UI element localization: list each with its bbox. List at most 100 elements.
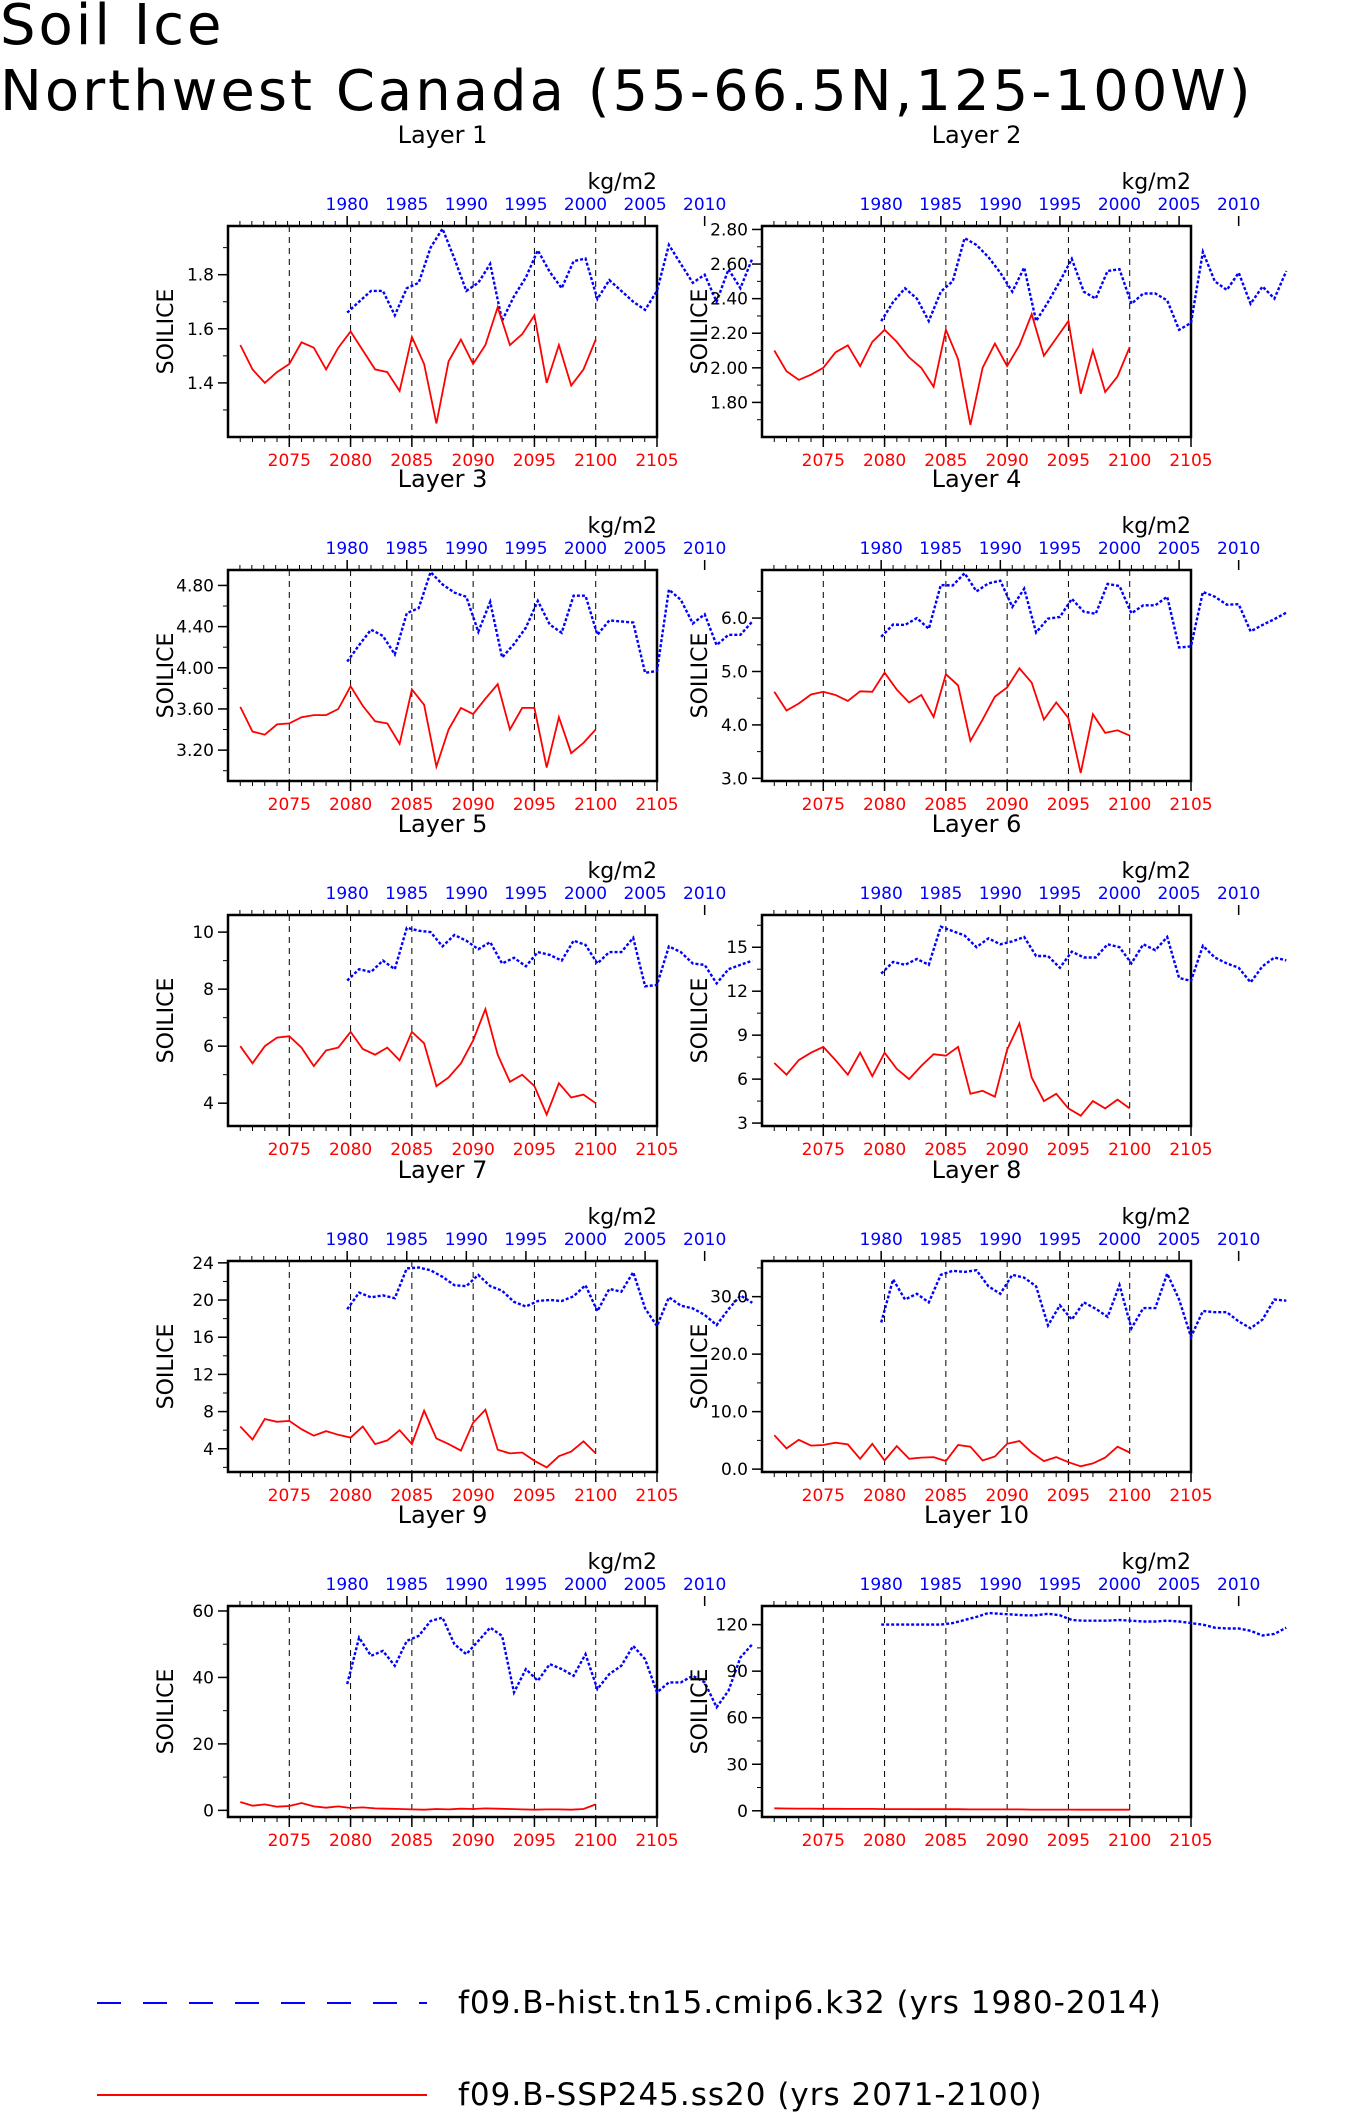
x-bottom-tick-label: 2085 <box>924 1140 967 1160</box>
x-top-tick-label: 1985 <box>385 195 428 215</box>
x-bottom-tick-label: 2085 <box>924 451 967 471</box>
x-top-tick-label: 1990 <box>445 539 488 559</box>
y-tick-label: 0.0 <box>721 1460 748 1480</box>
x-top-tick-label: 1985 <box>385 1230 428 1250</box>
series-line-hist <box>880 236 1288 332</box>
panel-title: Layer 10 <box>924 1501 1029 1529</box>
x-top-tick-label: 2005 <box>1157 539 1200 559</box>
x-bottom-tick-label: 2090 <box>452 795 495 815</box>
panel-layer-10: Layer 10 kg/m2 SOILICE 1980 1985 1990 1995 2000… <box>688 1501 1287 1851</box>
panel-title: Layer 7 <box>398 1156 488 1184</box>
x-bottom-tick-label: 2100 <box>574 1486 617 1506</box>
y-tick-label: 6 <box>203 1037 214 1057</box>
x-top-tick-label: 1980 <box>326 539 369 559</box>
x-top-tick-label: 2005 <box>1157 1575 1200 1595</box>
x-top-tick-label: 2005 <box>623 884 666 904</box>
x-bottom-tick-label: 2085 <box>924 1486 967 1506</box>
x-top-tick-label: 1990 <box>979 884 1022 904</box>
x-top-tick-label: 2010 <box>1217 1230 1260 1250</box>
x-bottom-tick-label: 2105 <box>635 1486 678 1506</box>
series-line-ssp <box>239 1006 597 1117</box>
x-bottom-tick-label: 2075 <box>268 1831 311 1851</box>
x-bottom-tick-label: 2105 <box>1169 451 1212 471</box>
plot-frame <box>760 1259 1193 1474</box>
y-tick-label: 8 <box>203 1403 214 1423</box>
x-top-tick-label: 1990 <box>445 195 488 215</box>
y-tick-label: 8 <box>203 980 214 1000</box>
x-top-tick-label: 1995 <box>1038 884 1081 904</box>
x-top-tick-label: 2010 <box>683 1230 726 1250</box>
x-bottom-tick-label: 2105 <box>1169 1486 1212 1506</box>
y-tick-label: 15 <box>726 938 748 958</box>
y-tick-label: 4.80 <box>176 576 214 596</box>
x-top-tick-label: 1990 <box>979 195 1022 215</box>
panel-layer-6: Layer 6 kg/m2 SOILICE 1980 1985 1990 1995 2000 2… <box>688 810 1287 1160</box>
y-axis-label: SOILICE <box>688 978 713 1064</box>
y-tick-label: 4.00 <box>176 659 214 679</box>
x-top-tick-label: 1995 <box>504 884 547 904</box>
x-bottom-tick-label: 2095 <box>513 1831 556 1851</box>
panel-layer-8: Layer 8 kg/m2 SOILICE 1980 1985 1990 1995 2000 2… <box>688 1156 1287 1506</box>
panel-title: Layer 8 <box>932 1156 1022 1184</box>
x-bottom-tick-label: 2095 <box>1047 1831 1090 1851</box>
y-tick-label: 4.0 <box>721 716 748 736</box>
x-bottom-tick-label: 2095 <box>1047 795 1090 815</box>
series-line-ssp <box>773 1434 1131 1468</box>
x-top-tick-label: 1980 <box>860 1575 903 1595</box>
x-top-tick-label: 2010 <box>1217 195 1260 215</box>
x-bottom-tick-label: 2075 <box>802 1831 845 1851</box>
units-label: kg/m2 <box>1121 859 1191 884</box>
y-axis-label: SOILICE <box>688 1324 713 1410</box>
x-bottom-tick-label: 2085 <box>390 1140 433 1160</box>
x-bottom-tick-label: 2090 <box>452 1486 495 1506</box>
x-top-tick-label: 2005 <box>623 1575 666 1595</box>
x-top-tick-label: 1985 <box>385 1575 428 1595</box>
x-top-tick-label: 1980 <box>860 195 903 215</box>
y-tick-label: 60 <box>726 1709 748 1729</box>
x-bottom-tick-label: 2085 <box>390 451 433 471</box>
x-bottom-tick-label: 2100 <box>1108 1486 1151 1506</box>
y-tick-label: 40 <box>192 1668 214 1688</box>
units-label: kg/m2 <box>1121 1550 1191 1575</box>
y-tick-label: 24 <box>192 1254 214 1274</box>
series-line-hist <box>880 1268 1287 1341</box>
series-line-hist <box>346 1266 753 1329</box>
x-top-tick-label: 2000 <box>564 1575 607 1595</box>
x-top-tick-label: 1990 <box>445 1575 488 1595</box>
plot-frame <box>760 224 1193 439</box>
y-tick-label: 3.0 <box>721 769 748 789</box>
x-bottom-tick-label: 2090 <box>986 1486 1029 1506</box>
series-line-ssp <box>773 311 1131 426</box>
series-line-hist <box>881 1611 1287 1637</box>
x-bottom-tick-label: 2085 <box>390 795 433 815</box>
legend-label-hist: f09.B-hist.tn15.cmip6.k32 (yrs 1980-2014… <box>458 1985 1162 2021</box>
x-bottom-tick-label: 2075 <box>802 795 845 815</box>
panel-layer-1: Layer 1 kg/m2 SOILICE 1980 1985 1990 1995 2000 2… <box>154 121 754 471</box>
plot-frame <box>226 1604 659 1819</box>
y-tick-label: 2.40 <box>710 290 748 310</box>
x-top-tick-label: 2000 <box>1098 1575 1141 1595</box>
y-tick-label: 0 <box>203 1801 214 1821</box>
x-top-tick-label: 2010 <box>1217 539 1260 559</box>
x-bottom-tick-label: 2080 <box>329 1486 372 1506</box>
panel-title: Layer 9 <box>398 1501 488 1529</box>
y-tick-label: 1.6 <box>187 320 214 340</box>
x-bottom-tick-label: 2090 <box>452 451 495 471</box>
units-label: kg/m2 <box>587 1550 657 1575</box>
y-tick-label: 12 <box>192 1365 214 1385</box>
legend-label-ssp: f09.B-SSP245.ss20 (yrs 2071-2100) <box>458 2077 1043 2113</box>
figure-title-line2: Northwest Canada (55-66.5N,125-100W) <box>0 59 1254 124</box>
x-bottom-tick-label: 2080 <box>329 1140 372 1160</box>
units-label: kg/m2 <box>587 1205 657 1230</box>
series-line-hist <box>346 926 753 988</box>
y-tick-label: 2.00 <box>710 359 748 379</box>
y-tick-label: 4 <box>203 1094 214 1114</box>
y-tick-label: 1.8 <box>187 266 214 286</box>
x-bottom-tick-label: 2080 <box>863 1486 906 1506</box>
x-top-tick-label: 2010 <box>1217 884 1260 904</box>
x-bottom-tick-label: 2095 <box>513 1486 556 1506</box>
series-line-ssp <box>240 1801 597 1811</box>
x-bottom-tick-label: 2095 <box>513 795 556 815</box>
